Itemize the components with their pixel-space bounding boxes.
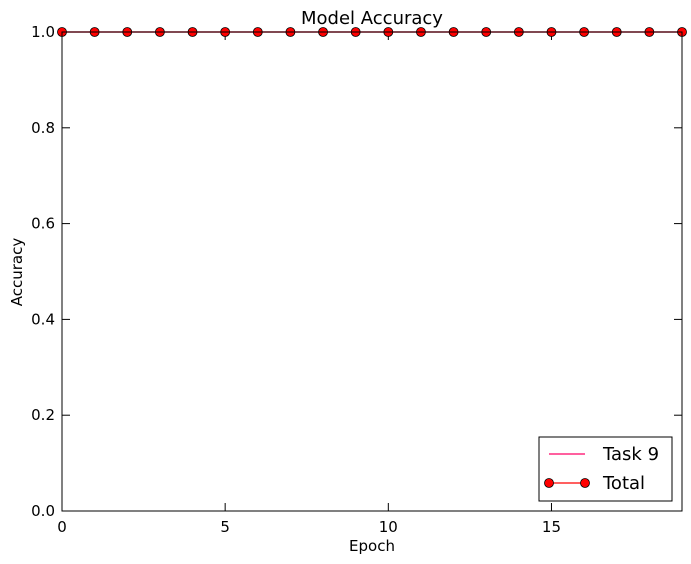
legend-marker xyxy=(544,478,554,488)
y-tick-label: 0.4 xyxy=(31,310,55,328)
legend-label: Total xyxy=(602,473,645,494)
x-axis-label: Epoch xyxy=(349,537,395,555)
x-tick-label: 5 xyxy=(220,518,230,536)
legend-box xyxy=(538,436,673,502)
y-axis-label: Accuracy xyxy=(8,238,26,307)
y-tick-label: 0.8 xyxy=(31,119,55,137)
y-tick-label: 0.2 xyxy=(31,406,55,424)
plot-frame xyxy=(61,31,683,512)
y-tick-label: 0.0 xyxy=(31,502,55,520)
legend-marker xyxy=(580,478,590,488)
legend-label: Task 9 xyxy=(602,444,659,465)
legend: Task 9 Total xyxy=(538,436,673,502)
y-tick-label: 1.0 xyxy=(31,23,55,41)
x-tick-label: 0 xyxy=(57,518,67,536)
x-tick-label: 10 xyxy=(379,518,398,536)
y-tick-label: 0.6 xyxy=(31,215,55,233)
chart-title: Model Accuracy xyxy=(301,8,443,29)
x-tick-label: 15 xyxy=(542,518,561,536)
